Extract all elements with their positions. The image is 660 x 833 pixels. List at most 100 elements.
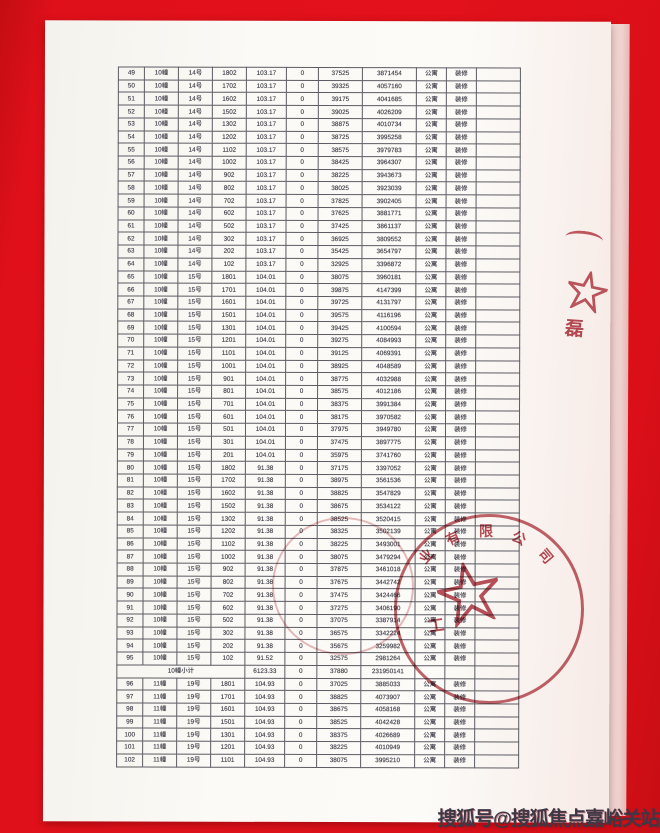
table-cell: 0 xyxy=(285,283,318,297)
table-cell xyxy=(476,169,521,183)
table-cell: 0 xyxy=(285,232,318,246)
table-cell: 11幢 xyxy=(142,690,177,704)
table-cell: 801 xyxy=(211,385,246,398)
table-cell: 15号 xyxy=(177,486,212,500)
table-cell: 0 xyxy=(285,398,318,411)
table-cell xyxy=(475,245,520,259)
table-cell: 65 xyxy=(117,270,144,284)
table-cell: 0 xyxy=(284,728,317,742)
table-cell: 1701 xyxy=(211,283,246,297)
table-cell: 38975 xyxy=(317,474,362,488)
table-cell: 0 xyxy=(285,474,318,488)
table-cell: 装修 xyxy=(444,729,475,742)
table-cell: 80 xyxy=(117,461,144,475)
table-cell: 装修 xyxy=(444,754,475,768)
table-cell xyxy=(475,296,520,310)
table-cell: 601 xyxy=(211,410,246,424)
table-cell: 10幢 xyxy=(143,410,178,424)
table-cell: 104.01 xyxy=(245,283,286,297)
table-cell: 3949780 xyxy=(361,423,416,437)
table-cell: 38675 xyxy=(317,499,362,513)
table-cell: 11幢 xyxy=(142,702,177,716)
table-cell: 95 xyxy=(116,652,143,665)
table-cell xyxy=(475,436,520,450)
table-cell: 91.38 xyxy=(244,626,285,640)
table-cell: 87 xyxy=(117,550,144,564)
table-cell: 53 xyxy=(118,117,145,131)
table-cell: 3547829 xyxy=(361,487,416,501)
faint-seal-icon xyxy=(272,517,414,655)
table-cell: 15号 xyxy=(177,537,212,551)
table-cell: 14号 xyxy=(178,156,213,169)
table-cell: 装修 xyxy=(445,334,476,348)
table-cell: 14号 xyxy=(177,219,213,233)
table-cell: 15号 xyxy=(177,575,212,589)
table-cell: 37425 xyxy=(317,220,363,233)
table-cell: 202 xyxy=(211,245,246,259)
table-cell: 10幢 xyxy=(143,448,178,462)
table-cell: 1101 xyxy=(211,347,246,360)
table-cell: 19号 xyxy=(176,741,211,755)
table-cell: 装修 xyxy=(444,741,475,755)
table-row: 100 11幢 19号 1301 104.93 0 38375 4026689 公寓 装修 xyxy=(116,728,519,743)
table-cell: 3995210 xyxy=(360,754,415,768)
table-cell: 4010949 xyxy=(360,741,415,755)
table-cell: 10幢 xyxy=(143,295,178,309)
table-cell: 56 xyxy=(118,155,145,169)
table-cell: 公寓 xyxy=(416,67,447,81)
table-row: 64 10幢 14号 102 103.17 0 32925 3396872 公寓 装修 xyxy=(117,257,520,272)
table-cell: 10幢 xyxy=(143,372,178,386)
table-cell: 63 xyxy=(117,245,144,258)
table-cell: 4026209 xyxy=(362,105,417,119)
table-cell: 19号 xyxy=(176,728,211,742)
table-cell: 0 xyxy=(284,703,317,717)
table-cell: 14号 xyxy=(178,79,213,93)
table-cell: 79 xyxy=(117,448,144,462)
table-cell: 302 xyxy=(211,232,246,246)
table-cell: 231950141 xyxy=(360,665,415,679)
table-cell: 38775 xyxy=(317,372,362,386)
table-cell: 37975 xyxy=(317,423,362,437)
table-cell: 3561536 xyxy=(361,474,416,488)
table-cell: 10幢 xyxy=(144,92,179,106)
table-cell: 38425 xyxy=(318,156,363,170)
table-cell: 103.17 xyxy=(245,219,287,233)
table-cell: 0 xyxy=(285,270,318,284)
table-row: 98 11幢 19号 1601 104.93 0 38675 4058168 公寓 装修 xyxy=(116,702,519,717)
table-cell: 104.93 xyxy=(244,754,285,768)
table-row: 79 10幢 15号 201 104.01 0 35975 3741760 公寓 装修 xyxy=(117,448,520,463)
table-cell: 37175 xyxy=(317,461,362,475)
table-cell: 公寓 xyxy=(414,741,445,755)
table-cell xyxy=(474,741,519,755)
table-cell: 201 xyxy=(211,448,246,462)
table-cell: 10幢 xyxy=(143,550,178,564)
table-row: 75 10幢 15号 701 104.01 0 38375 3991384 公寓 装修 xyxy=(117,397,520,412)
table-cell: 37475 xyxy=(317,436,362,450)
table-cell xyxy=(474,754,519,769)
table-cell: 19号 xyxy=(176,703,211,716)
table-cell: 91.38 xyxy=(244,639,285,653)
table-cell: 10幢 xyxy=(144,130,179,144)
table-cell: 公寓 xyxy=(416,169,447,183)
table-cell: 15号 xyxy=(177,461,212,475)
table-cell: 1801 xyxy=(210,677,245,691)
table-cell: 202 xyxy=(210,639,245,653)
table-cell: 公寓 xyxy=(415,296,446,310)
table-cell: 3396872 xyxy=(361,258,416,272)
table-cell: 1602 xyxy=(211,486,246,500)
table-row: 77 10幢 15号 501 104.01 0 37975 3949780 公寓 装修 xyxy=(117,423,520,437)
table-cell: 104.01 xyxy=(245,270,286,284)
table-cell: 装修 xyxy=(446,144,477,157)
table-cell: 10幢 xyxy=(144,117,179,131)
table-cell: 1002 xyxy=(211,550,246,564)
table-cell: 54 xyxy=(118,130,145,144)
table-cell: 701 xyxy=(211,397,246,411)
table-cell: 1301 xyxy=(211,321,246,335)
table-cell: 39875 xyxy=(317,283,362,297)
table-cell xyxy=(475,220,521,234)
table-cell: 66 xyxy=(117,283,144,296)
table-cell: 15号 xyxy=(177,499,212,513)
table-cell: 77 xyxy=(117,423,144,436)
table-cell: 37625 xyxy=(318,207,363,221)
table-cell: 10幢 xyxy=(143,359,178,373)
